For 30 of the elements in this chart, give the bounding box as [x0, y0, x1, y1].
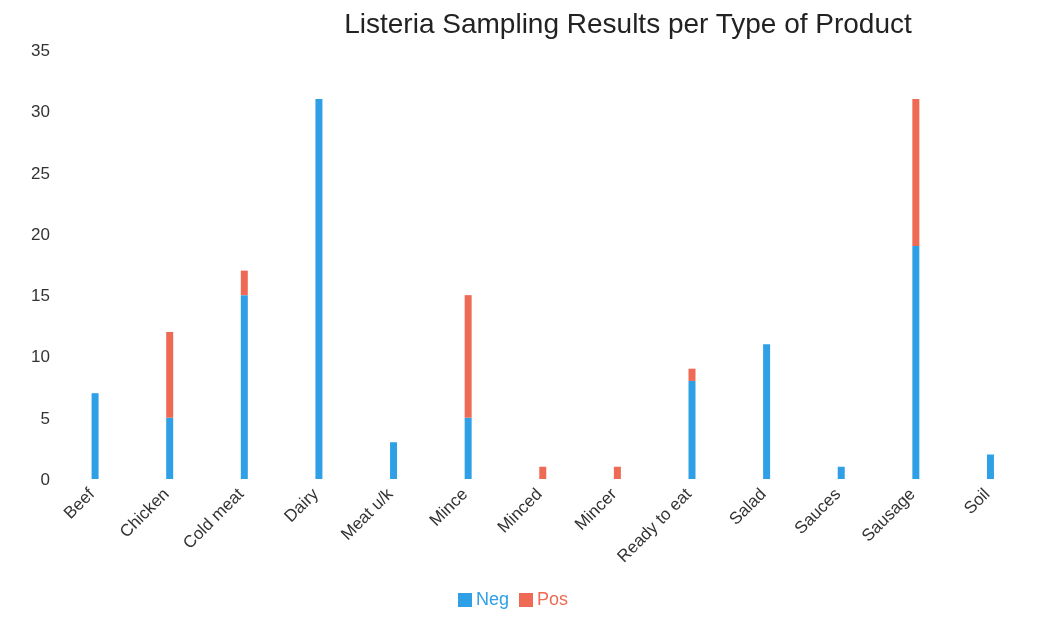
bar: [912, 246, 920, 479]
y-tick-label: 30: [31, 102, 50, 122]
bar: [613, 466, 621, 479]
bar: [390, 442, 398, 479]
chart-title: Listeria Sampling Results per Type of Product: [343, 8, 913, 40]
y-tick-label: 5: [40, 408, 50, 428]
bar: [688, 368, 696, 381]
legend-label: Pos: [537, 589, 569, 609]
y-tick-label: 20: [31, 224, 50, 244]
bar: [837, 466, 845, 479]
bar: [166, 417, 174, 479]
bar: [912, 99, 920, 247]
bar: [315, 99, 323, 479]
y-tick-label: 35: [31, 41, 50, 61]
bar: [539, 466, 547, 479]
y-tick-label: 10: [31, 347, 50, 367]
bar: [166, 331, 174, 418]
bar: [688, 380, 696, 479]
y-tick-label: 15: [31, 286, 50, 306]
bar: [986, 454, 994, 479]
x-tick-label: Soil: [960, 484, 994, 518]
bar: [464, 417, 472, 479]
bar: [240, 295, 248, 479]
legend-label: Neg: [475, 589, 509, 609]
bar: [464, 295, 472, 418]
bar: [91, 393, 99, 479]
y-tick-label: 25: [31, 163, 50, 183]
bar: [763, 344, 771, 479]
y-tick-label: 0: [40, 470, 50, 490]
bar: [240, 270, 248, 296]
